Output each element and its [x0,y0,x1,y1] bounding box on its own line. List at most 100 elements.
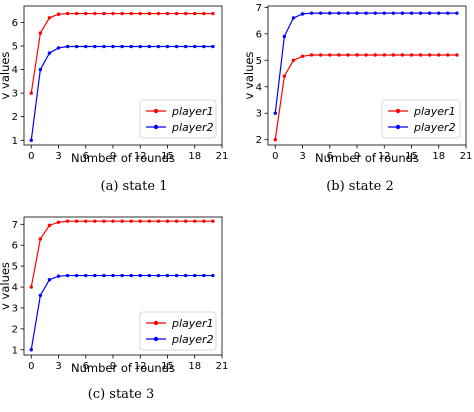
data-point [120,273,124,278]
data-point [38,31,43,35]
data-point [382,11,386,15]
data-point [382,53,386,57]
x-tick-label: 18 [432,151,445,162]
y-axis-label: v values [0,52,12,100]
data-point [400,53,405,57]
legend-box [381,99,461,139]
legend-marker [153,336,159,342]
data-point [318,11,323,15]
y-tick-label: 4 [12,65,18,76]
data-point [29,285,33,289]
series-line [274,12,457,114]
data-point [29,91,33,95]
data-point [328,53,332,57]
data-point [129,11,133,16]
data-point [427,11,432,15]
data-point [202,11,206,16]
legend-marker [153,124,159,130]
data-point [309,53,314,57]
data-point [211,44,215,49]
legend-marker [395,124,401,130]
data-point [318,53,323,57]
data-point [47,16,52,20]
y-tick-label: 2 [256,135,262,146]
legend-marker [395,108,401,114]
x-tick-label: 6 [83,151,89,162]
data-point [183,219,188,223]
x-tick-label: 18 [188,361,201,372]
data-point [47,223,52,228]
data-point [93,219,97,223]
data-point [56,12,61,16]
data-point [93,44,97,49]
data-point [47,51,52,55]
data-point [346,11,350,15]
y-tick-label: 6 [12,241,18,252]
data-point [193,44,197,49]
data-point [84,44,88,49]
data-point [193,219,197,223]
data-point [291,16,296,20]
data-point [300,54,305,59]
plot-frame [23,5,223,146]
y-axis-label: v values [242,52,256,100]
panel-caption: (b) state 2 [326,179,394,194]
data-point [437,11,441,15]
data-point [309,11,314,15]
x-tick-label: 3 [299,151,305,162]
y-tick-label: 1 [12,345,18,356]
plot-frame [23,216,223,356]
data-point [156,44,161,49]
y-tick-label: 3 [12,303,18,314]
data-point [409,53,414,57]
data-point [102,219,106,223]
x-tick-label: 21 [216,361,229,372]
series-player2 [29,44,215,142]
y-tick-label: 4 [256,82,262,93]
series-line [30,12,213,94]
data-point [102,44,106,49]
data-point [183,44,188,49]
data-point [156,273,161,278]
y-axis-label: v values [0,262,12,310]
data-point [165,44,170,49]
data-point [183,11,188,16]
data-point [74,11,79,16]
legend: player1 player2 [381,99,461,139]
x-tick-label: 21 [460,151,473,162]
data-point [391,53,396,57]
panel-caption: (c) state 3 [88,387,155,402]
data-point [156,11,161,16]
data-point [29,138,33,142]
y-tick-label: 3 [256,109,262,120]
data-point [138,219,142,223]
data-point [409,11,414,15]
data-point [111,273,115,278]
x-tick-label: 12 [134,151,147,162]
data-point [102,273,106,278]
data-point [273,111,277,115]
x-tick-label: 9 [110,151,116,162]
data-point [84,219,88,223]
x-tick-label: 0 [28,151,34,162]
series-player1 [29,11,215,95]
data-point [437,53,441,57]
series-player2 [29,273,215,352]
x-tick-label: 15 [161,151,174,162]
data-point [174,11,179,16]
data-point [455,11,459,15]
x-tick-label: 12 [378,151,391,162]
data-point [291,58,296,62]
y-tick-label: 6 [12,18,18,29]
x-tick-label: 9 [354,151,360,162]
legend-label: player2 [171,121,214,134]
legend-label: player1 [171,317,214,330]
legend: player1 player2 [139,99,217,139]
series-player1 [273,53,459,142]
y-tick-label: 7 [12,220,18,231]
x-tick-label: 12 [134,361,147,372]
data-point [129,273,133,278]
data-point [38,67,43,72]
